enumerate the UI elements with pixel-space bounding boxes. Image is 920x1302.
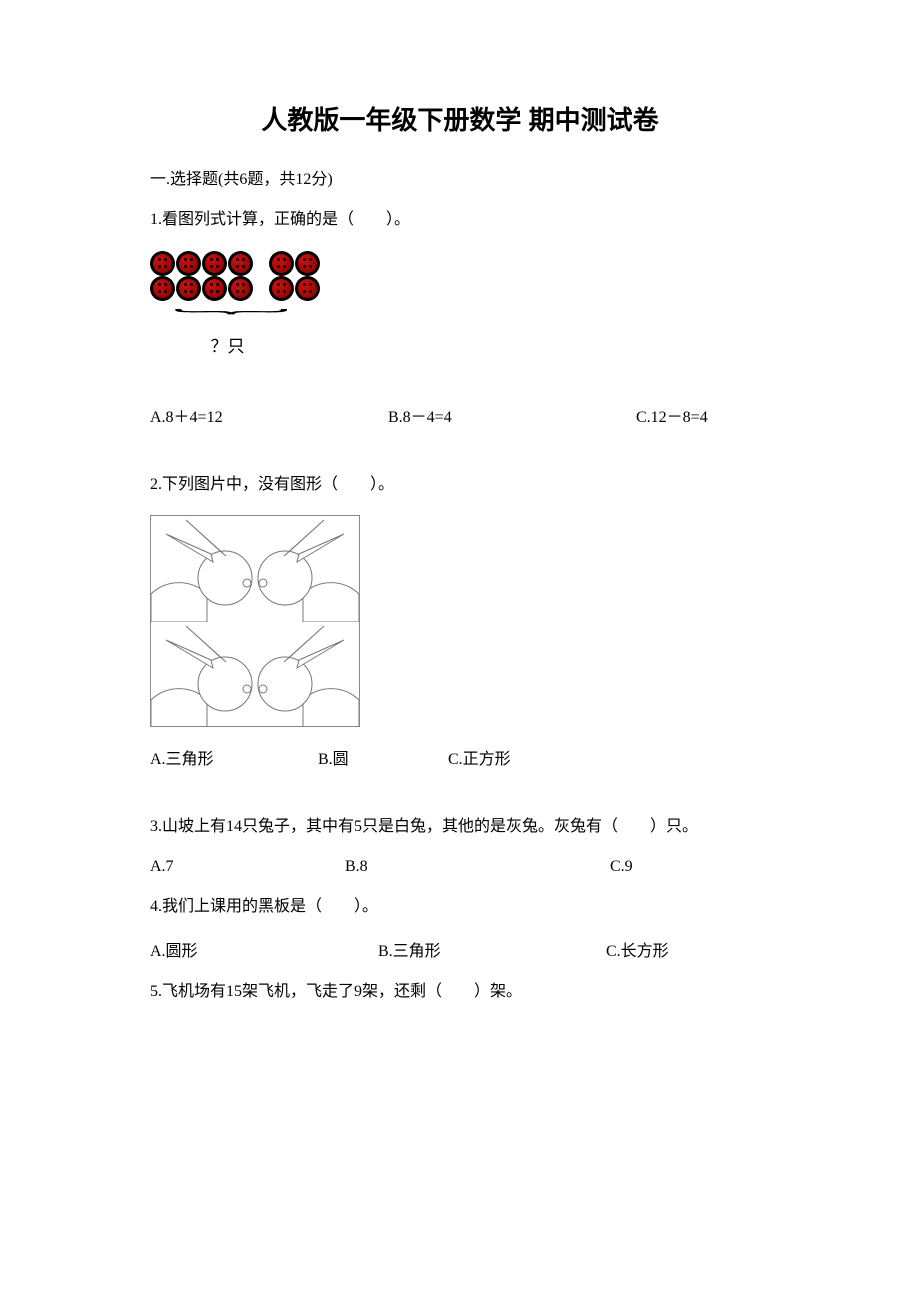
q3-options: A.7 B.8 C.9 [150,858,770,876]
bug-icon [151,622,256,727]
q4-option-c: C.长方形 [606,937,669,961]
bug-icon [254,516,359,622]
q4-option-b: B.三角形 [378,937,606,961]
q2-options: A.三角形 B.圆 C.正方形 [150,745,770,769]
q1-option-b: B.8－4=4 [388,403,636,427]
q2-option-a: A.三角形 [150,745,318,769]
q3-text: 3.山坡上有14只兔子，其中有5只是白兔，其他的是灰兔。灰兔有（ ）只。 [150,814,770,840]
section-header: 一.选择题(共6题，共12分) [150,165,770,189]
q4-options: A.圆形 B.三角形 C.长方形 [150,937,770,961]
page-title: 人教版一年级下册数学 期中测试卷 [150,100,770,137]
q1-options: A.8＋4=12 B.8－4=4 C.12－8=4 [150,403,770,427]
q3-option-b: B.8 [345,858,610,876]
q1-row2 [150,276,770,301]
bug-icon [151,516,256,622]
q1-text: 1.看图列式计算，正确的是（ ）。 [150,207,770,233]
bug-icon [254,622,359,727]
q3-option-c: C.9 [610,858,633,876]
brace-icon: ︸ [173,304,282,332]
q5-text: 5.飞机场有15架飞机，飞走了9架，还剩（ ）架。 [150,979,770,1005]
q2-figure [150,515,360,727]
q4-text: 4.我们上课用的黑板是（ ）。 [150,894,770,920]
q3-option-a: A.7 [150,858,345,876]
q2-option-b: B.圆 [318,745,448,769]
q4-option-a: A.圆形 [150,937,378,961]
q2-text: 2.下列图片中，没有图形（ ）。 [150,472,770,498]
q1-option-c: C.12－8=4 [636,403,708,427]
q1-figure: ︸ ？只 [150,251,770,357]
q1-label: ？只 [150,332,305,357]
q1-option-a: A.8＋4=12 [150,403,388,427]
q2-option-c: C.正方形 [448,745,511,769]
q1-row1 [150,251,770,276]
